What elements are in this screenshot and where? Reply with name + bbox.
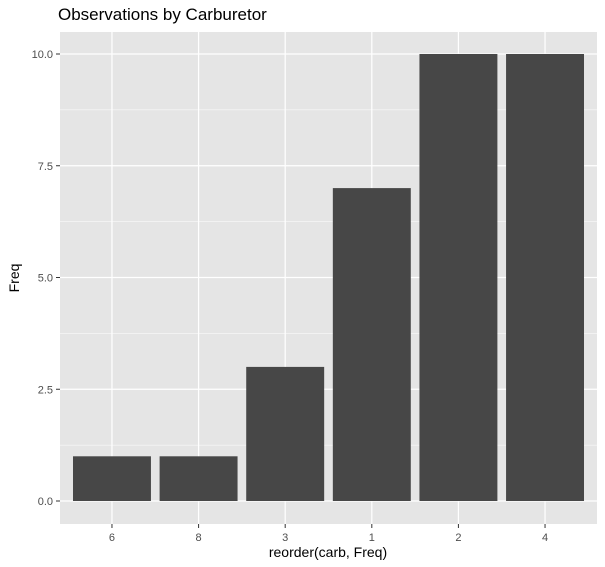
bar-8 xyxy=(159,456,238,501)
y-tick-label: 5.0 xyxy=(38,273,53,285)
bar-4 xyxy=(506,54,585,501)
y-tick-label: 10.0 xyxy=(32,49,53,61)
bar-1 xyxy=(332,188,411,501)
y-tick-label: 2.5 xyxy=(38,384,53,396)
y-tick-label: 7.5 xyxy=(38,161,53,173)
y-tick-label: 0.0 xyxy=(38,496,53,508)
x-tick-label: 6 xyxy=(109,532,115,544)
bar-3 xyxy=(246,366,325,501)
chart-title: Observations by Carburetor xyxy=(58,5,267,24)
x-tick-label: 1 xyxy=(369,532,375,544)
bar-6 xyxy=(72,456,151,501)
x-tick-label: 4 xyxy=(542,532,548,544)
x-tick-label: 2 xyxy=(455,532,461,544)
x-axis: 6 8 3 1 2 4 xyxy=(109,524,548,544)
x-tick-label: 3 xyxy=(282,532,288,544)
bars xyxy=(72,54,585,501)
y-axis: 0.0 2.5 5.0 7.5 10.0 xyxy=(32,49,60,508)
x-tick-label: 8 xyxy=(196,532,202,544)
x-axis-title: reorder(carb, Freq) xyxy=(269,544,387,560)
y-axis-title: Freq xyxy=(6,264,22,293)
bar-2 xyxy=(419,54,498,501)
